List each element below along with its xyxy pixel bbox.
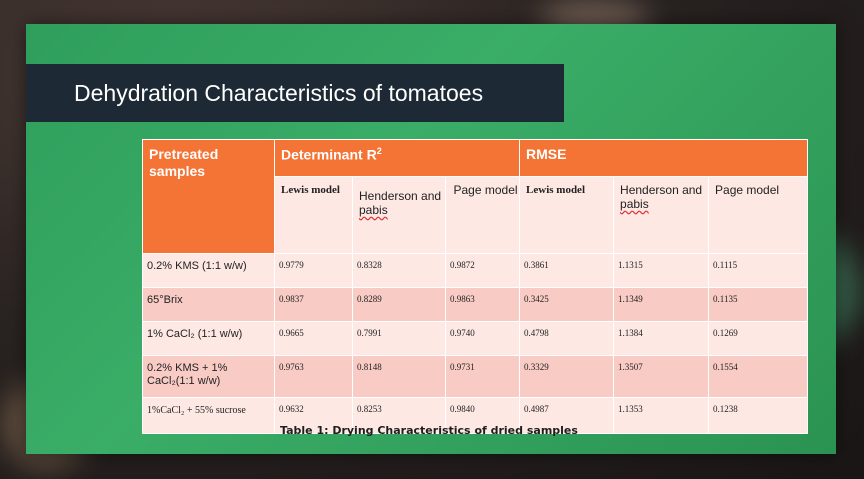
table-row: 1% CaCl₂ (1:1 w/w) 0.9665 0.7991 0.9740 … [142, 321, 809, 356]
table-caption: Table 1: Drying Characteristics of dried… [280, 424, 578, 437]
subheader-henderson-r2: Henderson and pabis [352, 176, 446, 254]
cell-value: 0.7991 [352, 321, 446, 356]
cell-value: 1.3507 [613, 355, 710, 398]
corner-header: Pretreated samples [142, 139, 275, 254]
cell-value: 0.9863 [444, 287, 521, 322]
cell-value: 0.9837 [274, 287, 353, 322]
slide-title: Dehydration Characteristics of tomatoes [74, 79, 484, 106]
cell-value: 0.3329 [519, 355, 615, 398]
cell-value: 0.9840 [444, 397, 521, 434]
row-label: 0.2% KMS (1:1 w/w) [142, 253, 275, 288]
subheader-henderson-rmse: Henderson and pabis [613, 176, 710, 254]
subheader-lewis-rmse: Lewis model [519, 176, 615, 254]
table-row: 0.2% KMS + 1% CaCl₂(1:1 w/w) 0.9763 0.81… [142, 355, 809, 398]
presentation-slide: Dehydration Characteristics of tomatoes … [26, 24, 836, 454]
subheader-page-r2: Page model [444, 176, 521, 254]
drying-characteristics-table: Pretreated samples Determinant R2 RMSE L… [142, 139, 809, 434]
group-header-r2: Determinant R2 [273, 139, 521, 177]
row-label: 1% CaCl₂ (1:1 w/w) [142, 321, 275, 356]
cell-value: 0.3425 [519, 287, 615, 322]
cell-value: 0.1554 [708, 355, 809, 398]
group-header-rmse: RMSE [519, 139, 809, 177]
subheader-page-rmse: Page model [708, 176, 809, 254]
cell-value: 0.3861 [519, 253, 615, 288]
table-header-row: Pretreated samples Determinant R2 RMSE [142, 139, 809, 254]
cell-value: 0.4798 [519, 321, 615, 356]
cell-value: 1.1353 [613, 397, 710, 434]
cell-value: 0.9740 [444, 321, 521, 356]
cell-value: 1.1349 [613, 287, 710, 322]
cell-value: 0.8148 [352, 355, 446, 398]
table-row: 0.2% KMS (1:1 w/w) 0.9779 0.8328 0.9872 … [142, 253, 809, 288]
cell-value: 0.9665 [274, 321, 353, 356]
cell-value: 0.9731 [444, 355, 521, 398]
cell-value: 0.9763 [274, 355, 353, 398]
cell-value: 0.1238 [708, 397, 809, 434]
cell-value: 0.9632 [274, 397, 353, 434]
row-label: 1%CaCl₂ + 55% sucrose [142, 397, 275, 434]
table-row: 1%CaCl₂ + 55% sucrose 0.9632 0.8253 0.98… [142, 397, 809, 434]
cell-value: 0.1135 [708, 287, 809, 322]
cell-value: 1.1384 [613, 321, 710, 356]
cell-value: 0.9872 [444, 253, 521, 288]
cell-value: 0.1115 [708, 253, 809, 288]
row-label: 65°Brix [142, 287, 275, 322]
cell-value: 0.8328 [352, 253, 446, 288]
row-label: 0.2% KMS + 1% CaCl₂(1:1 w/w) [142, 355, 275, 398]
cell-value: 0.8253 [352, 397, 446, 434]
slide-title-bar: Dehydration Characteristics of tomatoes [26, 64, 564, 122]
table-subheader-row: Lewis model Henderson and pabis Page mod… [143, 176, 809, 254]
cell-value: 0.1269 [708, 321, 809, 356]
table-row: 65°Brix 0.9837 0.8289 0.9863 0.3425 1.13… [142, 287, 809, 322]
cell-value: 1.1315 [613, 253, 710, 288]
cell-value: 0.8289 [352, 287, 446, 322]
cell-value: 0.9779 [274, 253, 353, 288]
subheader-lewis-r2: Lewis model [274, 176, 353, 254]
cell-value: 0.4987 [519, 397, 615, 434]
